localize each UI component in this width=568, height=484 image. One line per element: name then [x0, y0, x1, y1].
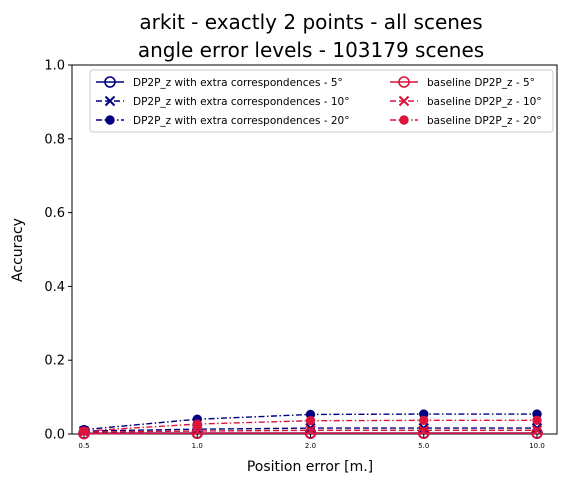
chart-subtitle: angle error levels - 103179 scenes — [138, 38, 484, 62]
data-point — [305, 425, 316, 436]
legend-swatch-marker — [105, 115, 115, 125]
data-point — [192, 419, 202, 429]
y-axis-label: Accuracy — [10, 218, 26, 282]
y-tick-label: 0.0 — [44, 428, 65, 443]
x-axis-label: Position error [m.] — [247, 459, 373, 475]
legend-item: DP2P_z with extra correspondences - 20° — [96, 115, 350, 127]
y-tick-label: 0.8 — [44, 132, 65, 147]
series-6 — [79, 415, 542, 436]
marker-stroke — [104, 95, 116, 107]
legend-item: DP2P_z with extra correspondences - 5° — [96, 76, 343, 89]
legend-label: DP2P_z with extra correspondences - 10° — [133, 96, 350, 108]
legend-label: DP2P_z with extra correspondences - 20° — [133, 115, 350, 127]
x-tick-label: 5.0 — [418, 442, 429, 450]
legend-swatch-marker — [399, 115, 409, 125]
data-point — [79, 426, 89, 436]
data-point — [418, 425, 429, 436]
legend-item: DP2P_z with extra correspondences - 10° — [96, 95, 350, 108]
data-point — [304, 427, 317, 440]
marker-stroke — [398, 95, 410, 107]
legend-swatch-marker — [104, 95, 116, 107]
chart-title: arkit - exactly 2 points - all scenes — [139, 10, 482, 34]
legend-item: baseline DP2P_z - 10° — [390, 95, 542, 108]
legend-item: baseline DP2P_z - 5° — [390, 76, 535, 89]
x-tick-label: 2.0 — [305, 442, 316, 450]
marker-stroke — [305, 425, 316, 436]
marker-stroke — [531, 425, 543, 436]
legend-swatch-marker — [398, 95, 410, 107]
y-tick-label: 0.2 — [44, 354, 65, 369]
legend: DP2P_z with extra correspondences - 5° DP… — [89, 69, 554, 133]
x-tick-label: 1.0 — [192, 442, 203, 450]
marker-stroke — [418, 425, 429, 436]
y-tick-label: 0.6 — [44, 206, 65, 221]
legend-box — [89, 69, 554, 133]
legend-item: baseline DP2P_z - 20° — [390, 115, 542, 127]
data-point — [532, 415, 542, 426]
legend-label: baseline DP2P_z - 20° — [427, 115, 542, 127]
y-tick-label: 1.0 — [44, 59, 65, 74]
legend-label: baseline DP2P_z - 5° — [427, 77, 535, 89]
legend-label: DP2P_z with extra correspondences - 5° — [133, 77, 343, 89]
legend-swatch-marker — [398, 76, 410, 88]
data-point — [419, 415, 429, 426]
data-point — [305, 416, 316, 426]
legend-label: baseline DP2P_z - 10° — [427, 96, 542, 108]
data-point — [531, 427, 543, 440]
data-point — [417, 427, 430, 440]
x-tick-label: 0.5 — [78, 442, 89, 450]
y-tick-label: 0.4 — [44, 280, 65, 295]
legend-swatch-marker — [104, 76, 116, 88]
data-point — [192, 425, 203, 437]
plot-area: 0.0 0.2 0.4 0.6 0.8 1.0 0.5 1.0 2.0 5.0 10.0 — [44, 59, 558, 450]
marker-stroke — [192, 425, 203, 437]
x-tick-label: 10.0 — [529, 442, 545, 450]
data-point — [531, 425, 543, 436]
